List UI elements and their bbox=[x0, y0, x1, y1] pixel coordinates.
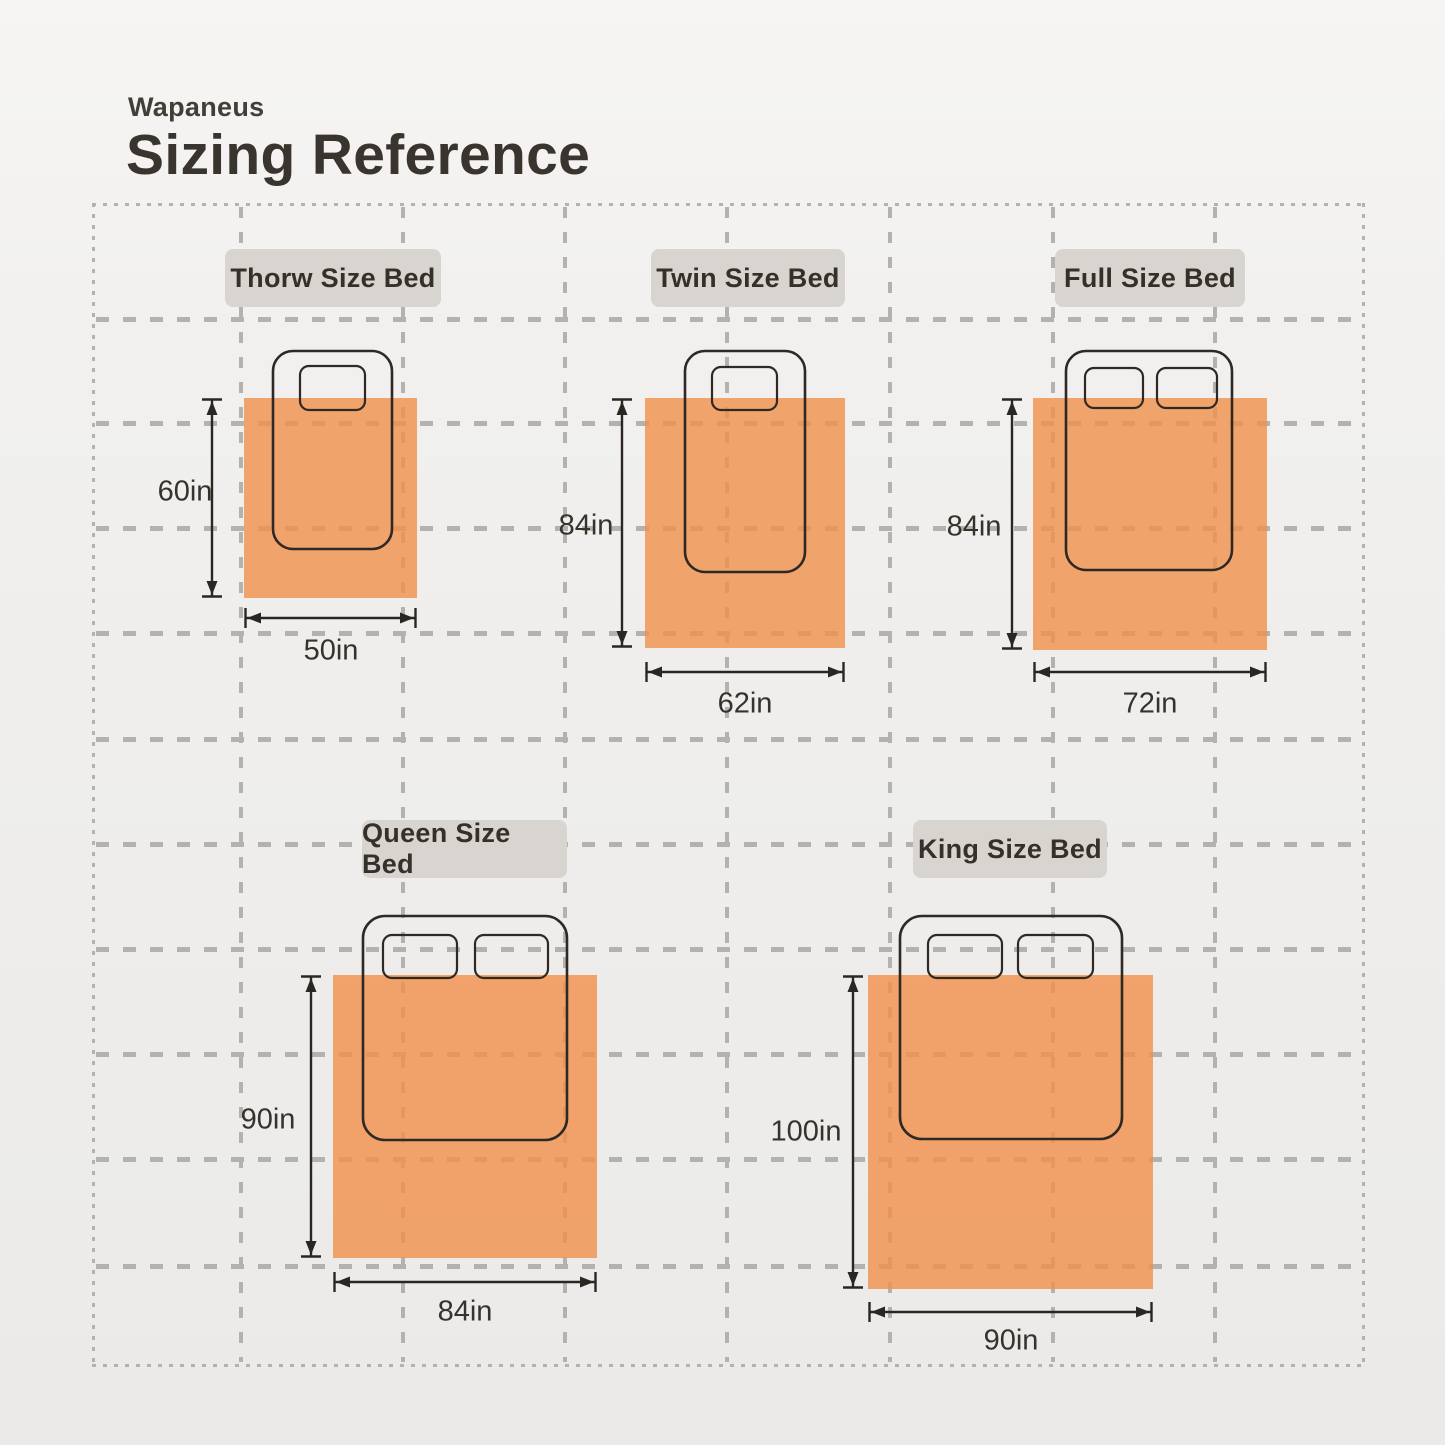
dimension-arrow-svg bbox=[843, 975, 863, 1289]
width-dimension-arrow bbox=[645, 660, 845, 684]
grid-line-horizontal bbox=[96, 842, 1360, 847]
brand-name: Wapaneus bbox=[128, 92, 265, 122]
height-dimension-arrow bbox=[200, 398, 224, 598]
grid-border-right bbox=[1362, 203, 1365, 1367]
pillow-icon bbox=[1155, 366, 1219, 410]
grid-line-vertical bbox=[1051, 207, 1055, 1362]
pillow-icon bbox=[473, 933, 550, 980]
blanket-area bbox=[868, 975, 1153, 1289]
dimension-arrow-svg bbox=[645, 662, 845, 682]
grid-line-vertical bbox=[888, 207, 892, 1362]
bed-size-label-text: King Size Bed bbox=[918, 833, 1102, 864]
dimension-arrow-svg bbox=[1033, 662, 1267, 682]
width-dimension-arrow bbox=[1033, 660, 1267, 684]
width-dimension-label: 72in bbox=[1122, 687, 1178, 720]
grid-line-horizontal bbox=[96, 317, 1360, 322]
width-dimension-label: 62in bbox=[717, 687, 773, 720]
grid-line-horizontal bbox=[96, 737, 1360, 742]
grid-line-vertical bbox=[1213, 207, 1217, 1362]
dimension-arrow-svg bbox=[244, 608, 417, 628]
dimension-arrow-svg bbox=[202, 398, 222, 598]
height-dimension-label: 84in bbox=[558, 509, 614, 542]
bed-size-label: King Size Bed bbox=[913, 820, 1107, 878]
pillow-icon bbox=[1016, 933, 1095, 980]
grid-border-bottom bbox=[92, 1364, 1365, 1367]
bed-size-label-text: Twin Size Bed bbox=[656, 262, 840, 293]
bed-outline bbox=[1064, 349, 1234, 572]
grid-line-horizontal bbox=[96, 1157, 1360, 1162]
bed-illustration bbox=[683, 349, 807, 574]
grid-border-top bbox=[92, 203, 1365, 206]
height-dimension-label: 100in bbox=[770, 1115, 842, 1148]
bed-size-label: Twin Size Bed bbox=[651, 249, 845, 307]
height-dimension-arrow bbox=[610, 398, 634, 648]
width-dimension-label: 84in bbox=[437, 1295, 493, 1328]
width-dimension-arrow bbox=[333, 1270, 597, 1294]
bed-size-label: Full Size Bed bbox=[1055, 249, 1245, 307]
bed-size-label: Thorw Size Bed bbox=[225, 249, 441, 307]
grid-line-vertical bbox=[563, 207, 567, 1362]
bed-size-label: Queen Size Bed bbox=[362, 818, 567, 879]
blanket-area bbox=[645, 398, 845, 648]
width-dimension-label: 90in bbox=[983, 1324, 1039, 1357]
pillow-icon bbox=[926, 933, 1004, 980]
width-dimension-arrow bbox=[868, 1300, 1153, 1324]
bed-size-label-text: Full Size Bed bbox=[1064, 262, 1236, 293]
page-title: Sizing Reference bbox=[126, 123, 591, 187]
grid-line-horizontal bbox=[96, 1264, 1360, 1269]
height-dimension-arrow bbox=[841, 975, 865, 1289]
grid-line-horizontal bbox=[96, 947, 1360, 952]
grid-line-horizontal bbox=[96, 1052, 1360, 1057]
bed-outline bbox=[898, 914, 1124, 1141]
height-dimension-label: 90in bbox=[240, 1103, 296, 1136]
bed-outline bbox=[683, 349, 807, 574]
bed-outline bbox=[271, 349, 394, 551]
pillow-icon bbox=[710, 365, 779, 412]
bed-illustration bbox=[271, 349, 394, 551]
grid-line-vertical bbox=[239, 207, 243, 1362]
pillow-icon bbox=[1083, 366, 1145, 410]
grid-line-vertical bbox=[401, 207, 405, 1362]
height-dimension-arrow bbox=[1000, 398, 1024, 650]
dimension-arrow-svg bbox=[301, 975, 321, 1258]
bed-illustration bbox=[898, 914, 1124, 1141]
dimension-arrow-svg bbox=[868, 1302, 1153, 1322]
grid-line-vertical bbox=[725, 207, 729, 1362]
bed-illustration bbox=[361, 914, 569, 1142]
blanket-area bbox=[333, 975, 597, 1258]
dimension-arrow-svg bbox=[612, 398, 632, 648]
width-dimension-label: 50in bbox=[303, 634, 359, 667]
bed-size-label-text: Thorw Size Bed bbox=[230, 262, 436, 293]
pillow-icon bbox=[298, 364, 367, 412]
height-dimension-label: 60in bbox=[157, 475, 213, 508]
blanket-area bbox=[1033, 398, 1267, 650]
bed-illustration bbox=[1064, 349, 1234, 572]
height-dimension-label: 84in bbox=[946, 510, 1002, 543]
width-dimension-arrow bbox=[244, 606, 417, 630]
dimension-arrow-svg bbox=[1002, 398, 1022, 650]
bed-outline bbox=[361, 914, 569, 1142]
pillow-icon bbox=[381, 933, 459, 980]
grid-border-left bbox=[92, 203, 95, 1367]
bed-size-label-text: Queen Size Bed bbox=[362, 818, 511, 879]
height-dimension-arrow bbox=[299, 975, 323, 1258]
dimension-arrow-svg bbox=[333, 1272, 597, 1292]
